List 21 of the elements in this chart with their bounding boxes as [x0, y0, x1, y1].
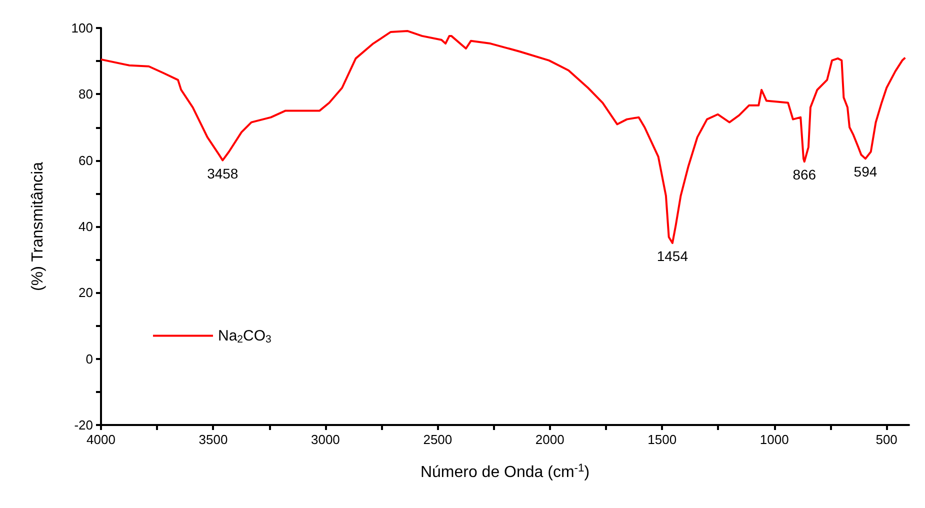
annotation: 866	[792, 166, 816, 183]
x-tick-label: 1000	[760, 432, 789, 447]
x-tick-label: 3000	[310, 432, 340, 447]
line-series	[100, 30, 906, 244]
x-tick-label: 2000	[535, 432, 564, 447]
x-tick-label: 500	[876, 432, 898, 447]
y-tick-label: 0	[86, 351, 93, 366]
y-tick-label: 40	[78, 219, 93, 234]
annotation: 594	[854, 164, 878, 180]
y-axis-title: (%) Transmitância	[30, 162, 46, 291]
y-tick-label: 60	[78, 152, 93, 168]
annotation: 1454	[656, 248, 688, 264]
x-tick-label: 2500	[423, 432, 452, 447]
y-tick-label: -20	[74, 418, 93, 432]
annotation: 3458	[207, 165, 238, 182]
x-tick-label: 4000	[86, 432, 116, 447]
y-tick-label: 100	[71, 20, 93, 36]
y-tick-label: 80	[78, 86, 93, 102]
x-tick-label: 3500	[198, 432, 228, 447]
y-tick-label: 20	[78, 285, 93, 300]
x-tick-label: 1500	[648, 432, 677, 447]
